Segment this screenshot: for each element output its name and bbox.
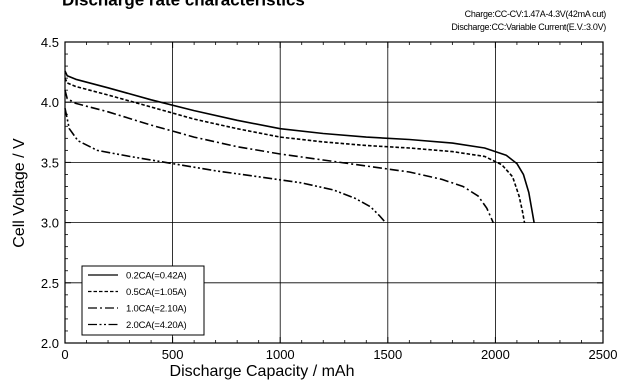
legend-label: 1.0CA(=2.10A) xyxy=(126,304,187,315)
series-line-4 xyxy=(64,108,387,224)
axis-ticks xyxy=(64,41,604,344)
y-tick-label: 3.5 xyxy=(41,155,59,170)
plot-frame xyxy=(64,41,604,344)
legend-box xyxy=(81,265,205,336)
x-tick-label: 2000 xyxy=(481,347,510,362)
x-tick-label: 500 xyxy=(162,347,184,362)
legend-label: 0.5CA(=1.05A) xyxy=(126,287,187,298)
x-tick-label: 2500 xyxy=(589,347,617,362)
legend: 0.2CA(=0.42A) 0.5CA(=1.05A) 1.0CA(=2.10A) 2… xyxy=(81,265,205,336)
charge-condition-note: Charge:CC-CV:1.47A-4.3V(42mA cut) xyxy=(465,9,607,19)
y-tick-label: 3.0 xyxy=(41,216,59,231)
x-axis-title: Discharge Capacity / mAh xyxy=(170,363,355,380)
x-tick-label: 1500 xyxy=(373,347,402,362)
legend-label: 0.2CA(=0.42A) xyxy=(126,271,187,282)
y-tick-label: 4.0 xyxy=(41,95,59,110)
series-line-1 xyxy=(64,70,535,223)
series-line-2 xyxy=(64,77,526,223)
series-line-3 xyxy=(64,89,494,223)
tick-labels: 0 500 1000 1500 2000 2500 2.0 2.5 3.0 3.5 4.0 4.5 xyxy=(41,35,617,362)
y-tick-label: 2.0 xyxy=(41,336,59,351)
gridlines xyxy=(65,42,603,343)
y-tick-label: 4.5 xyxy=(41,35,59,50)
x-tick-label: 1000 xyxy=(266,347,295,362)
x-tick-label: 0 xyxy=(61,347,68,362)
series-lines xyxy=(64,70,535,224)
discharge-condition-note: Discharge:CC:Variable Current(E.V.:3.0V) xyxy=(451,22,606,32)
y-axis-title: Cell Voltage / V xyxy=(11,138,28,248)
chart-title: Discharge rate characteristics xyxy=(62,0,305,9)
y-tick-label: 2.5 xyxy=(41,276,59,291)
legend-label: 2.0CA(=4.20A) xyxy=(126,320,187,331)
